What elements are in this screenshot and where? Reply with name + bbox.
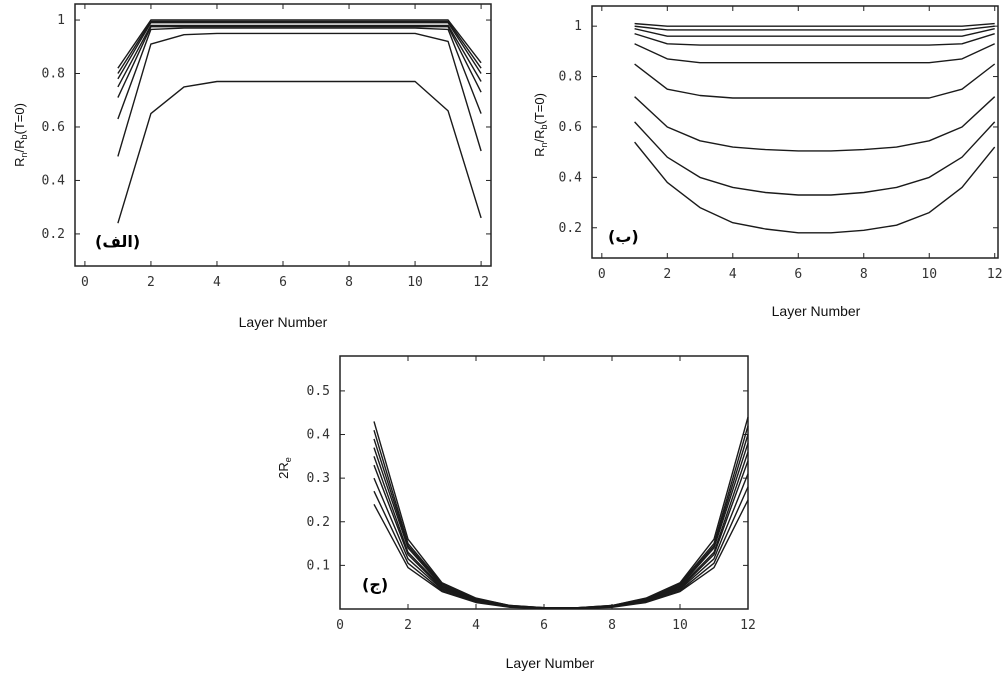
panel-label-c: (ج) — [362, 575, 388, 594]
x-tick-label-a-5: 10 — [407, 275, 423, 290]
chart-b: 0 2 4 6 8 10 120.20.40.60.81 (ب) Layer Number … — [532, 5, 1002, 319]
y-tick-label-b-2: 0.6 — [559, 120, 582, 135]
y-tick-label-b-4: 1 — [574, 19, 582, 34]
y-axis-label-c: 2Re — [276, 457, 293, 479]
chart-c: 0 2 4 6 8 10 12 0.1 0.2 0.3 0.4 0.5 (ج) Layer Numbe… — [276, 355, 756, 671]
series-line-b-7 — [634, 96, 996, 152]
series-line-a-6 — [117, 27, 482, 120]
x-tick-label-b-5: 10 — [921, 267, 937, 282]
y-tick-label-c-0: 0.1 — [307, 558, 330, 573]
y-axis-label-a: Rn/Rb(T=0) — [12, 103, 29, 167]
series-group-a — [117, 19, 482, 224]
x-axis-label-c: Layer Number — [506, 655, 595, 671]
series-line-a-2 — [117, 20, 482, 74]
series-group-b — [634, 22, 996, 234]
y-tick-label-c-4: 0.5 — [307, 384, 330, 399]
plot-frame-c — [339, 355, 749, 610]
series-line-b-1 — [634, 22, 995, 27]
chart-a: 0 2 4 6 8 10 12 0.2 0.4 0.6 0.8 1 (الف) Layer Numbe… — [12, 3, 492, 330]
y-tick-label-c-2: 0.3 — [307, 471, 330, 486]
x-tick-label-a-0: 0 — [81, 275, 89, 290]
series-line-b-9 — [634, 141, 996, 234]
x-tick-label-c-5: 10 — [672, 618, 688, 633]
x-tick-label-a-6: 12 — [473, 275, 489, 290]
y-tick-label-a-1: 0.4 — [42, 173, 66, 188]
y-tick-label-b-3: 0.8 — [559, 70, 582, 85]
series-line-a-8 — [117, 80, 482, 224]
ticks-c: 0 2 4 6 8 10 12 0.1 0.2 0.3 0.4 0.5 — [307, 356, 756, 633]
x-axis-label-a: Layer Number — [239, 314, 328, 330]
series-line-a-4 — [117, 24, 482, 88]
panel-label-a: (الف) — [95, 232, 140, 251]
series-line-b-2 — [634, 25, 995, 31]
y-tick-label-c-1: 0.2 — [307, 515, 330, 530]
y-axis-label-b: Rn/Rb(T=0) — [532, 93, 549, 157]
x-tick-label-c-3: 6 — [540, 618, 548, 633]
series-line-b-6 — [634, 63, 996, 99]
plot-frame-b — [591, 5, 999, 259]
series-line-a-3 — [117, 22, 482, 80]
y-tick-label-a-3: 0.8 — [42, 67, 65, 82]
series-line-b-8 — [634, 121, 996, 196]
x-tick-label-b-1: 2 — [663, 267, 671, 282]
series-line-b-4 — [634, 33, 995, 46]
y-tick-label-a-4: 1 — [57, 13, 65, 28]
x-tick-label-a-4: 8 — [345, 275, 353, 290]
x-tick-label-b-0: 0 — [598, 267, 606, 282]
y-tick-label-c-3: 0.4 — [307, 428, 331, 443]
series-line-a-5 — [117, 26, 482, 98]
panel-label-b: (ب) — [608, 227, 639, 246]
series-line-b-3 — [634, 28, 995, 37]
x-tick-label-c-4: 8 — [608, 618, 616, 633]
y-tick-label-a-2: 0.6 — [42, 120, 65, 135]
series-group-c — [373, 416, 749, 610]
x-tick-label-c-6: 12 — [740, 618, 756, 633]
x-tick-label-b-4: 8 — [860, 267, 868, 282]
x-tick-label-b-6: 12 — [987, 267, 1002, 282]
x-tick-label-c-0: 0 — [336, 618, 344, 633]
y-tick-label-b-0: 0.2 — [559, 221, 582, 236]
x-tick-label-a-3: 6 — [279, 275, 287, 290]
x-axis-label-b: Layer Number — [772, 303, 861, 319]
y-tick-label-a-0: 0.2 — [42, 227, 65, 242]
x-tick-label-a-2: 4 — [213, 275, 221, 290]
ticks-a: 0 2 4 6 8 10 12 0.2 0.4 0.6 0.8 1 — [42, 4, 491, 290]
series-line-a-1 — [117, 19, 482, 69]
x-tick-label-b-3: 6 — [794, 267, 802, 282]
ticks-b: 0 2 4 6 8 10 12 0.2 0.4 0.6 0.8 1 — [559, 6, 1002, 282]
x-tick-label-c-2: 4 — [472, 618, 480, 633]
series-line-c-9 — [373, 499, 749, 610]
y-tick-label-b-1: 0.4 — [559, 170, 583, 185]
x-tick-label-a-1: 2 — [147, 275, 155, 290]
x-tick-label-b-2: 4 — [729, 267, 737, 282]
series-line-a-7 — [117, 32, 482, 157]
x-tick-label-c-1: 2 — [404, 618, 412, 633]
series-line-b-5 — [634, 43, 995, 64]
